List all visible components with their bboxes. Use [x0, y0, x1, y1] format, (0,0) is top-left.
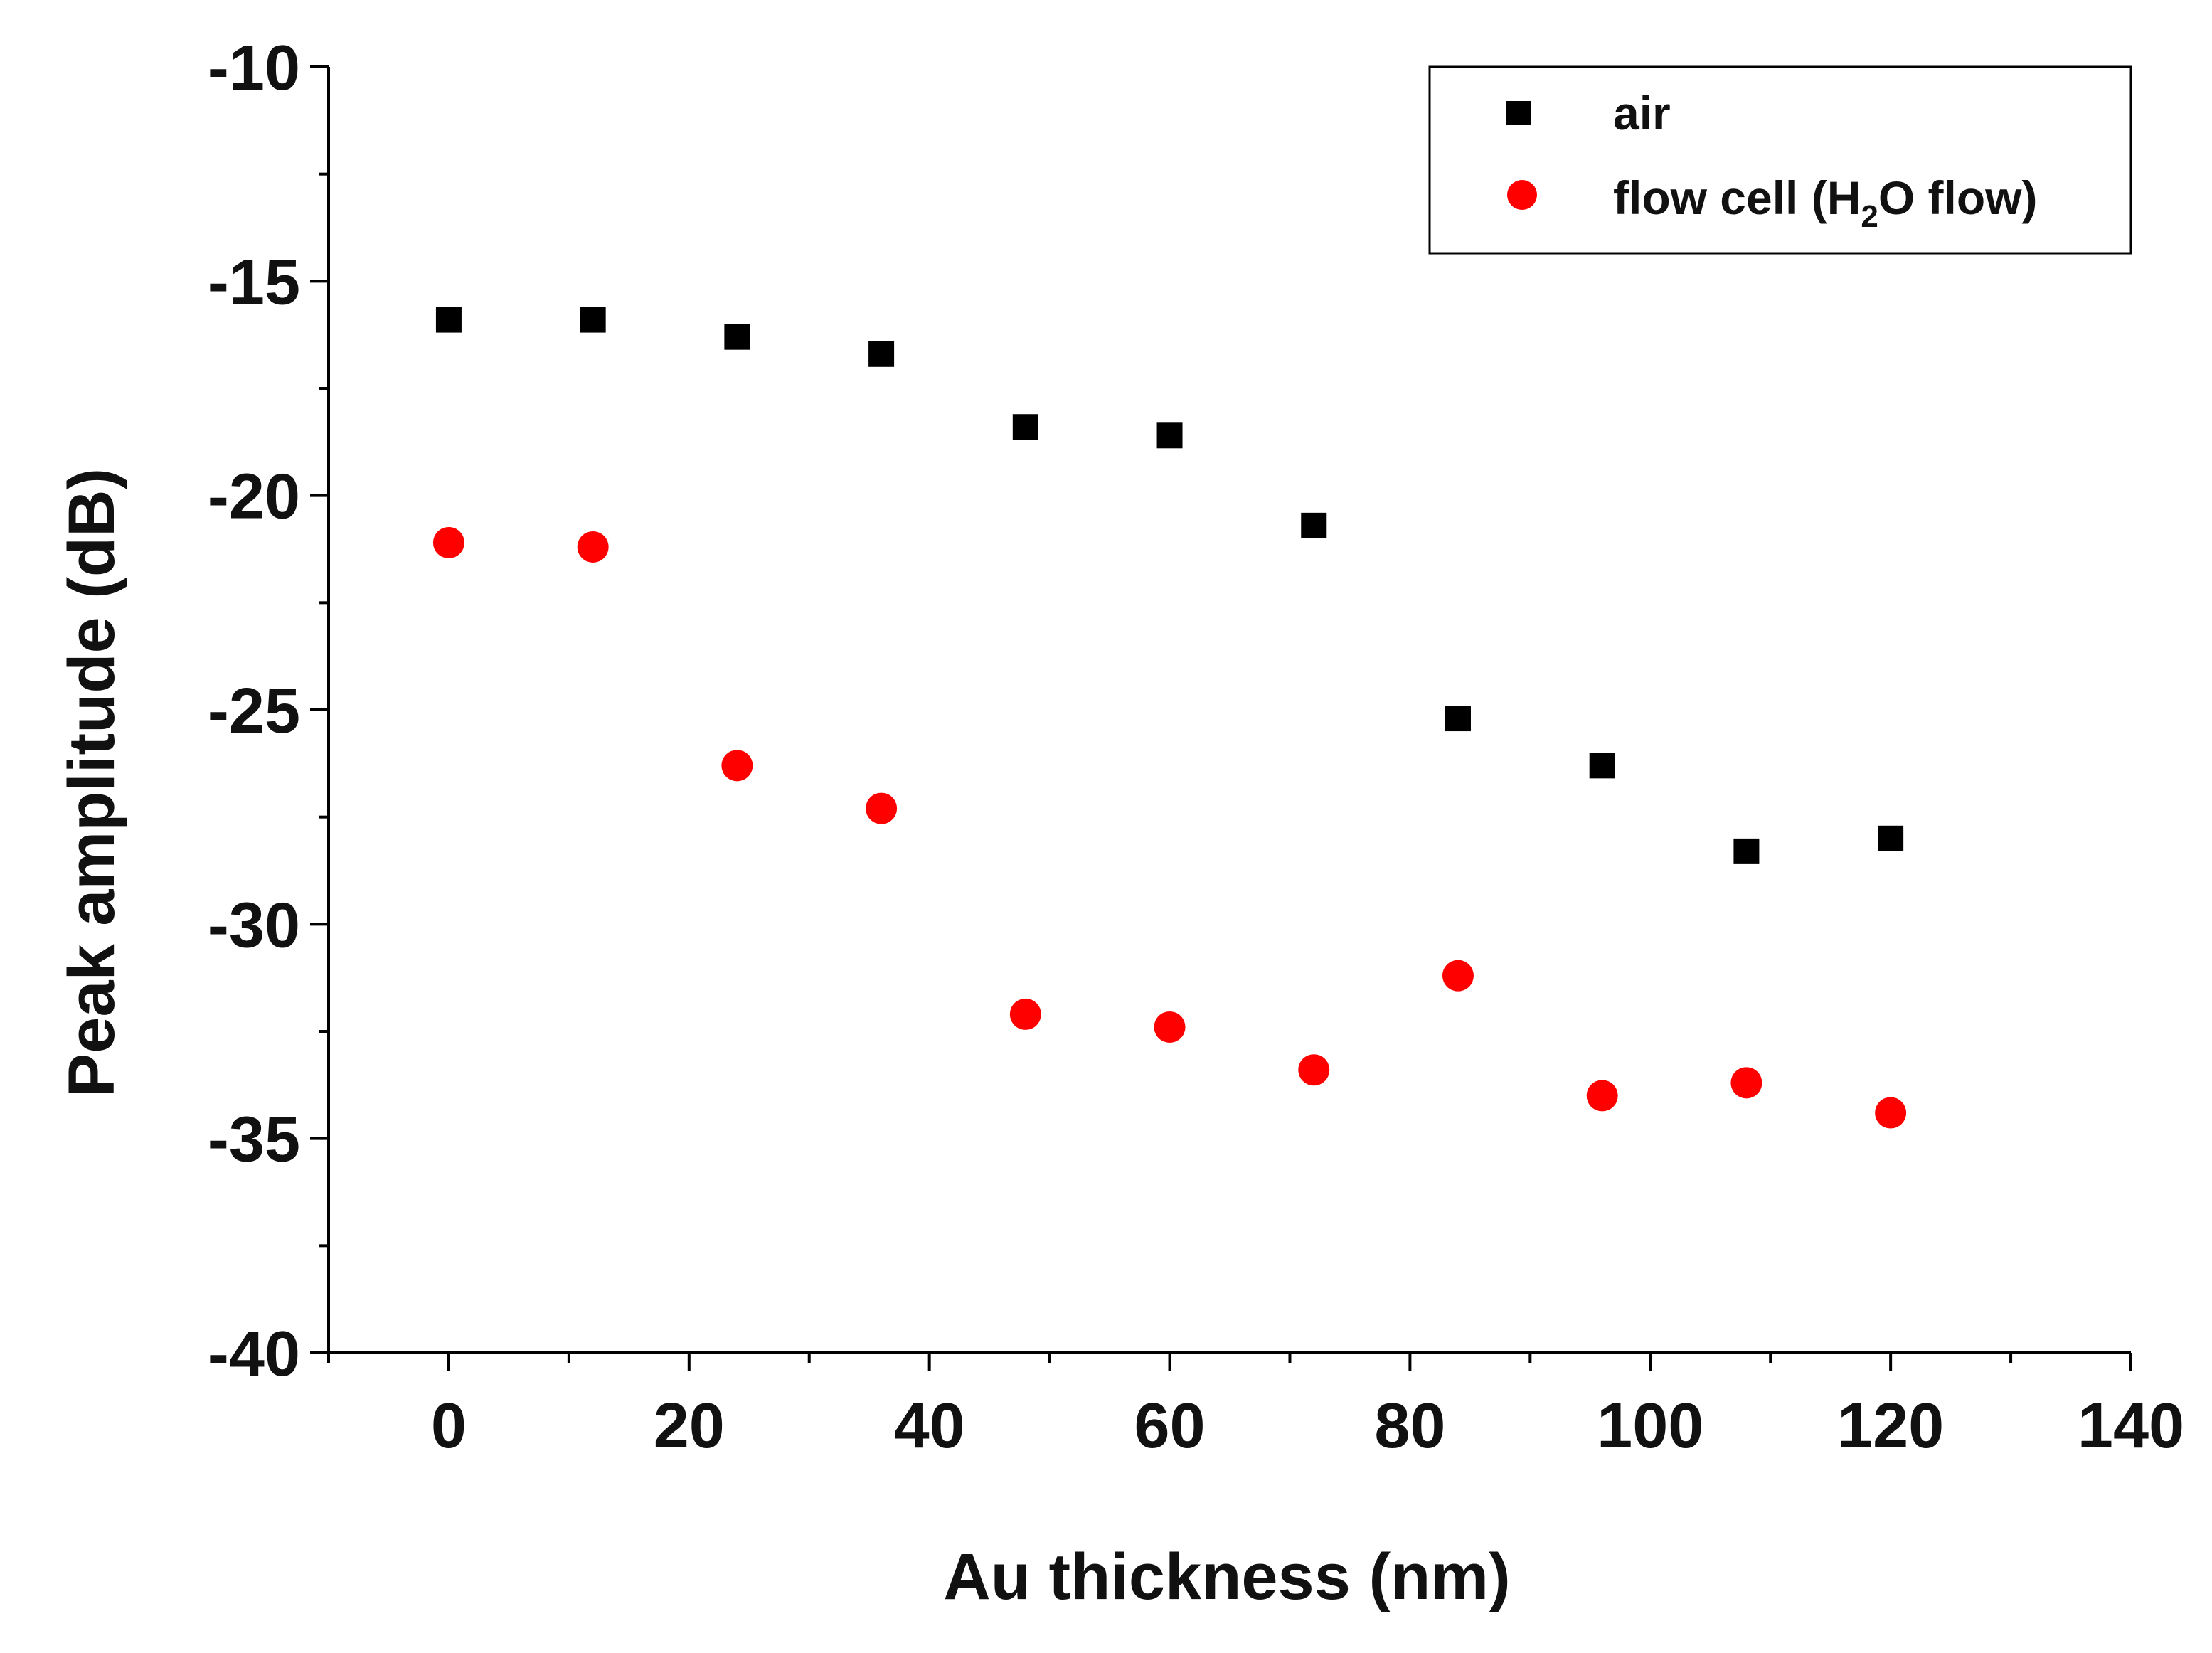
data-point-flow-cell	[721, 750, 753, 782]
data-point-air	[1012, 414, 1038, 440]
data-point-flow-cell	[1009, 998, 1041, 1030]
data-point-flow-cell	[1875, 1097, 1907, 1129]
data-point-air	[868, 341, 895, 367]
ticks: 0 20 40 60 80 100 120 140 -10 -15 -20 -25 -30 -35 -40	[208, 33, 2184, 1462]
legend-frame	[1428, 65, 2132, 255]
y-axis-title: Peak amplitude (dB)	[55, 468, 128, 1097]
legend-marker-air	[1506, 101, 1531, 125]
x-tick-label: 140	[2078, 1391, 2184, 1462]
data-point-air	[1733, 838, 1760, 864]
data-point-flow-cell	[866, 792, 898, 824]
axes	[327, 67, 2131, 1354]
data-point-flow-cell	[1154, 1011, 1186, 1043]
x-tick-label: 0	[431, 1391, 467, 1462]
y-tick-label: -25	[208, 676, 300, 747]
data-point-air	[435, 307, 462, 333]
x-tick-label: 40	[894, 1391, 965, 1462]
legend-label-flow-cell: flow cell (H2O flow)	[1613, 171, 2037, 234]
x-tick-label: 20	[654, 1391, 725, 1462]
data-point-flow-cell	[1298, 1054, 1330, 1086]
data-point-air	[580, 307, 606, 333]
data-point-flow-cell	[577, 531, 609, 563]
y-tick-label: -15	[208, 247, 300, 318]
data-point-flow-cell	[432, 526, 464, 558]
legend: air flow cell (H2O flow)	[1428, 65, 2132, 255]
data-point-air	[1589, 753, 1615, 779]
legend-marker-flow-cell	[1507, 180, 1537, 210]
x-axis-title: Au thickness (nm)	[943, 1541, 1510, 1613]
y-tick-label: -10	[208, 33, 300, 104]
data-points	[432, 307, 1907, 1129]
data-point-air	[1301, 512, 1327, 538]
legend-label-flow-cell-suffix: O flow)	[1878, 171, 2038, 224]
data-point-air	[1156, 422, 1183, 449]
data-point-air	[1445, 706, 1471, 732]
legend-label-flow-cell-prefix: flow cell (H	[1613, 171, 1861, 224]
y-tick-label: -30	[208, 890, 300, 961]
y-tick-label: -20	[208, 462, 300, 533]
y-tick-label: -35	[208, 1105, 300, 1176]
y-tick-label: -40	[208, 1319, 300, 1390]
legend-label-flow-cell-subscript: 2	[1861, 199, 1878, 234]
data-point-flow-cell	[1586, 1080, 1618, 1112]
x-tick-label: 120	[1837, 1391, 1944, 1462]
legend-label-air: air	[1613, 87, 1671, 139]
data-point-air	[724, 324, 750, 350]
data-point-flow-cell	[1442, 960, 1474, 992]
x-tick-label: 100	[1597, 1391, 1703, 1462]
x-tick-label: 60	[1134, 1391, 1205, 1462]
x-tick-label: 80	[1374, 1391, 1445, 1462]
data-point-air	[1878, 825, 1904, 851]
data-point-flow-cell	[1730, 1067, 1762, 1099]
